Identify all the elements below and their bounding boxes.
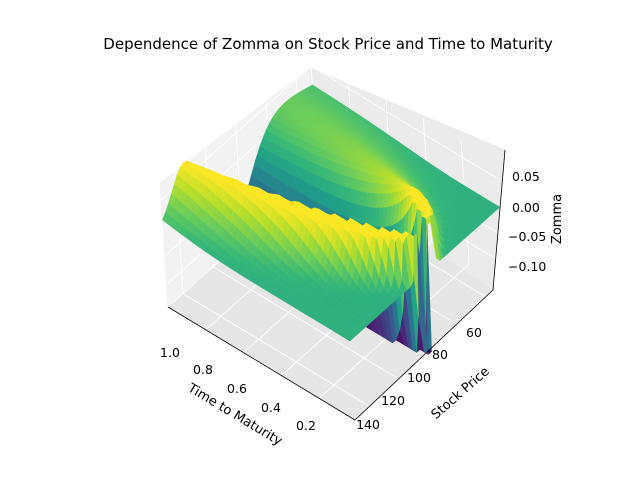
y-axis-label: Stock Price — [429, 364, 493, 422]
y-tick-label: 60 — [466, 325, 482, 340]
chart-title: Dependence of Zomma on Stock Price and T… — [103, 35, 553, 53]
x-tick-label: 0.2 — [296, 418, 316, 433]
grid-line — [310, 65, 499, 180]
z-axis-label: Zomma — [550, 194, 565, 244]
z-tick-label: 0.00 — [512, 200, 540, 215]
x-tick-label: 0.6 — [227, 381, 247, 396]
y-tick-label: 120 — [381, 393, 405, 408]
grid-line — [182, 293, 371, 407]
y-tick-label: 80 — [432, 347, 448, 362]
y-tick-label: 100 — [407, 370, 431, 385]
surface-patch — [345, 335, 354, 342]
y-tick-label: 140 — [356, 417, 380, 432]
x-ticks: 1.0 0.8 0.6 0.4 0.2 — [160, 345, 316, 433]
z-ticks: 0.05 0.00 −0.05 −0.10 — [508, 169, 546, 274]
z-tick-label: −0.05 — [508, 229, 546, 244]
axes-lines — [167, 149, 506, 421]
y-axis-line — [354, 289, 494, 421]
z-tick-label: −0.10 — [508, 259, 546, 274]
y-ticks: 60 80 100 120 140 — [356, 325, 482, 432]
zomma-surface — [162, 84, 501, 355]
grid-line — [212, 266, 401, 381]
x-tick-label: 1.0 — [160, 345, 180, 360]
z-axis-line — [492, 149, 506, 291]
x-tick-label: 0.8 — [193, 362, 213, 377]
x-tick-label: 0.4 — [261, 400, 281, 415]
z-tick-label: 0.05 — [512, 169, 540, 184]
x-axis-line — [167, 306, 356, 421]
